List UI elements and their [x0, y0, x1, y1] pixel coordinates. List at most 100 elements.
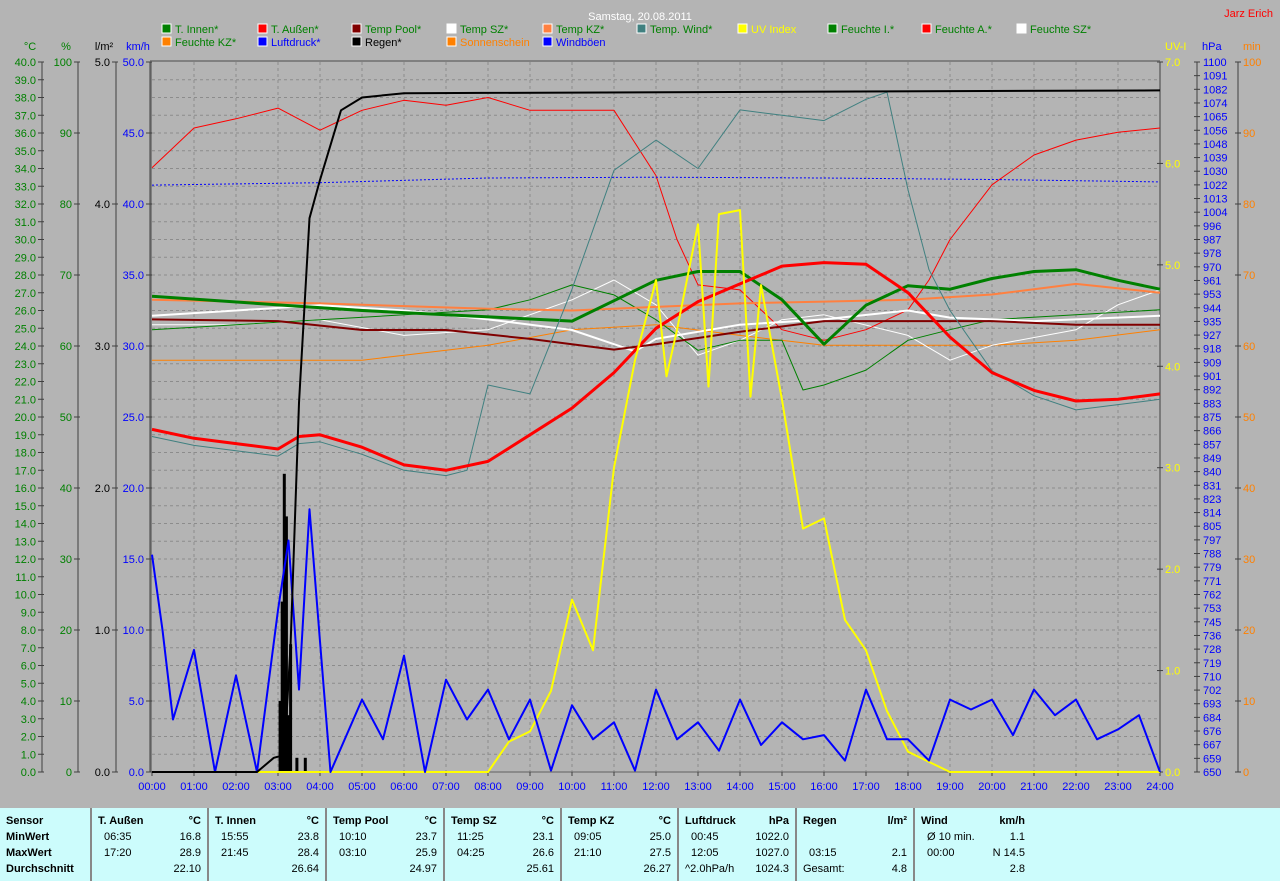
series-line-t-außen	[151, 261, 1161, 472]
x-tick-label: 03:00	[264, 781, 292, 793]
legend-swatch	[446, 36, 457, 47]
axis-tick-label-hum: 10	[60, 696, 72, 708]
axis-tick-label-sun: 40	[1243, 483, 1255, 495]
axis-tick-label-temp: 34.0	[15, 164, 36, 176]
table-cell: Temp KZ	[568, 815, 615, 827]
axis-tick-label-temp: 16.0	[15, 483, 36, 495]
axis-tick-label-temp: 1.0	[21, 749, 36, 761]
axis-tick-label-wind: 20.0	[123, 483, 144, 495]
axis-tick-label-temp: 23.0	[15, 359, 36, 371]
axis-tick-label-press: 831	[1203, 480, 1221, 492]
axis-tick-label-wind: 30.0	[123, 341, 144, 353]
table-cell: 24.97	[409, 863, 437, 875]
x-tick-label: 05:00	[348, 781, 376, 793]
legend-swatch	[161, 36, 172, 47]
axis-tick-label-temp: 9.0	[21, 607, 36, 619]
table-cell: km/h	[999, 815, 1025, 827]
legend-item: T. Außen*	[271, 24, 319, 36]
table-cell: 26.6	[532, 847, 554, 859]
axis-tick-label-wind: 15.0	[123, 554, 144, 566]
axis-tick-label-temp: 31.0	[15, 217, 36, 229]
axis-tick-label-press: 961	[1203, 275, 1221, 287]
axis-tick-label-press: 1091	[1203, 71, 1227, 83]
axis-tick-label-hum: 100	[54, 57, 72, 69]
series-line-feuchte-sz	[152, 279, 1161, 361]
table-cell: hPa	[768, 815, 789, 827]
table-cell: 2.8	[1009, 863, 1025, 875]
table-cell: °C	[541, 815, 554, 827]
table-cell: 27.5	[649, 847, 671, 859]
x-tick-label: 20:00	[978, 781, 1006, 793]
table-cell: Gesamt:	[803, 863, 845, 875]
x-tick-label: 22:00	[1062, 781, 1090, 793]
x-tick-label: 13:00	[684, 781, 712, 793]
axis-tick-label-press: 987	[1203, 235, 1221, 247]
axis-unit-rain: l/m²	[95, 41, 114, 53]
table-cell: T. Innen	[215, 815, 256, 827]
legend-item: Temp SZ*	[460, 24, 509, 36]
table-cell: 22.10	[173, 863, 201, 875]
x-tick-label: 00:00	[138, 781, 166, 793]
axis-tick-label-sun: 20	[1243, 625, 1255, 637]
axis-tick-label-sun: 80	[1243, 199, 1255, 211]
axis-tick-label-sun: 100	[1243, 57, 1261, 69]
table-cell: MaxWert	[6, 847, 52, 859]
axis-tick-label-hum: 70	[60, 270, 72, 282]
table-cell: 23.7	[415, 831, 437, 843]
legend-item: Feuchte I.*	[841, 24, 895, 36]
axis-tick-label-press: 814	[1203, 508, 1221, 520]
legend-swatch	[636, 23, 647, 34]
legend-item: T. Innen*	[175, 24, 219, 36]
axis-tick-label-hum: 90	[60, 128, 72, 140]
table-cell: 21:10	[574, 847, 602, 859]
table-cell: 1.1	[1009, 831, 1025, 843]
axis-tick-label-press: 823	[1203, 494, 1221, 506]
table-cell: °C	[658, 815, 671, 827]
x-tick-label: 12:00	[642, 781, 670, 793]
axis-tick-label-temp: 20.0	[15, 412, 36, 424]
legend-swatch	[827, 23, 838, 34]
axis-tick-label-uv: 5.0	[1165, 260, 1180, 272]
axis-tick-label-temp: 14.0	[15, 519, 36, 531]
axis-tick-label-press: 996	[1203, 221, 1221, 233]
table-column: Wind km/h Ø 10 min. 1.1 00:00 N 14.5 2.8	[913, 808, 1033, 881]
axis-tick-label-temp: 18.0	[15, 448, 36, 460]
legend-swatch	[257, 36, 268, 47]
axis-tick-label-rain: 1.0	[95, 625, 110, 637]
axis-tick-label-hum: 0	[66, 767, 72, 779]
axis-tick-label-press: 875	[1203, 412, 1221, 424]
table-cell: 26.27	[643, 863, 671, 875]
axis-tick-label-press: 762	[1203, 590, 1221, 602]
x-tick-label: 18:00	[894, 781, 922, 793]
table-cell: 04:25	[457, 847, 485, 859]
axis-tick-label-press: 1100	[1203, 57, 1227, 69]
x-tick-label: 14:00	[726, 781, 754, 793]
axis-tick-label-temp: 13.0	[15, 536, 36, 548]
axis-tick-label-press: 1022	[1203, 180, 1227, 192]
axis-tick-label-press: 935	[1203, 316, 1221, 328]
axis-tick-label-temp: 38.0	[15, 93, 36, 105]
table-column: T. Innen °C 15:55 23.8 21:45 28.4 26.64	[207, 808, 327, 881]
axis-tick-label-press: 771	[1203, 576, 1221, 588]
axis-tick-label-temp: 26.0	[15, 306, 36, 318]
axis-tick-label-temp: 15.0	[15, 501, 36, 513]
x-tick-label: 09:00	[516, 781, 544, 793]
axis-tick-label-press: 1039	[1203, 153, 1227, 165]
axis-tick-label-press: 788	[1203, 549, 1221, 561]
table-column: Luftdruck hPa 00:45 1022.0 12:05 1027.0 ^2.0hP…	[677, 808, 797, 881]
series-line-temp-wind	[151, 91, 1161, 477]
axis-tick-label-sun: 70	[1243, 270, 1255, 282]
axis-tick-label-press: 944	[1203, 303, 1221, 315]
legend-item: Feuchte SZ*	[1030, 24, 1092, 36]
axis-tick-label-temp: 22.0	[15, 377, 36, 389]
axis-tick-label-temp: 21.0	[15, 394, 36, 406]
table-cell: l/m²	[887, 815, 907, 827]
series-line-temp-pool	[151, 318, 1160, 351]
legend-swatch	[542, 36, 553, 47]
table-cell: °C	[306, 815, 319, 827]
table-cell: 1022.0	[755, 831, 789, 843]
x-tick-label: 10:00	[558, 781, 586, 793]
axis-tick-label-temp: 0.0	[21, 767, 36, 779]
axis-tick-label-wind: 5.0	[129, 696, 144, 708]
legend-swatch	[1016, 23, 1027, 34]
